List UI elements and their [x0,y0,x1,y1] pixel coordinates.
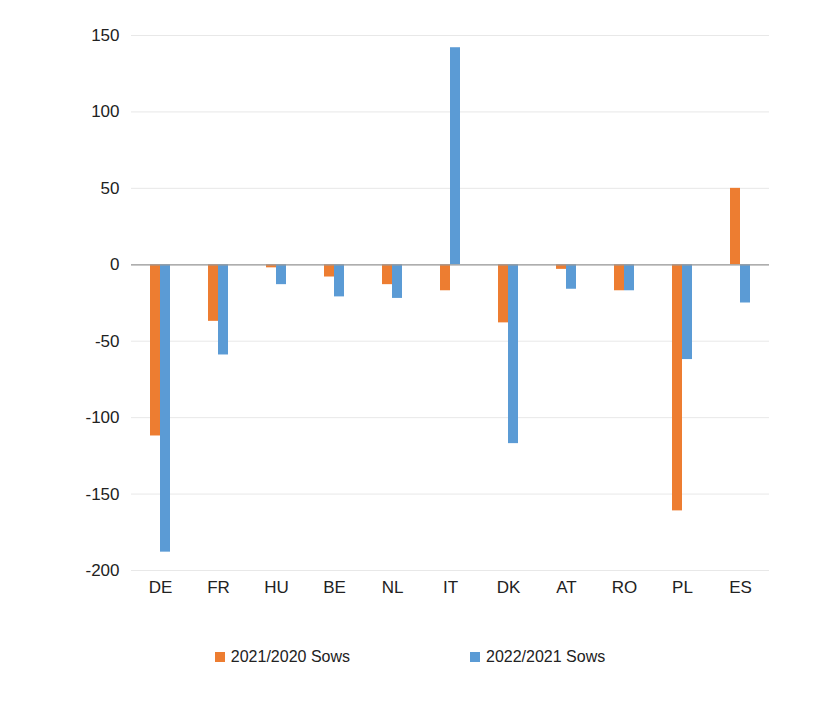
html-text:2022/2021 Sows: 2022/2021 Sows [486,648,606,665]
svg-text:-50: -50 [95,332,120,351]
svg-text:-100: -100 [85,408,119,427]
svg-text:0: 0 [110,255,119,274]
svg-text:AT: AT [556,578,576,597]
svg-text:-150: -150 [85,485,119,504]
svg-text:BE: BE [323,578,346,597]
svg-text:IT: IT [443,578,458,597]
svg-text:PL: PL [672,578,693,597]
svg-text:150: 150 [91,26,119,45]
html-text:2021/2020 Sows: 2021/2020 Sows [230,648,350,665]
svg-text:DE: DE [149,578,173,597]
svg-text:NL: NL [382,578,404,597]
svg-text:HU: HU [264,578,289,597]
svg-text:DK: DK [497,578,521,597]
svg-text:50: 50 [101,179,120,198]
svg-text:-200: -200 [85,561,119,580]
svg-text:100: 100 [91,102,119,121]
svg-text:RO: RO [612,578,638,597]
svg-text:ES: ES [729,578,752,597]
svg-text:FR: FR [207,578,230,597]
